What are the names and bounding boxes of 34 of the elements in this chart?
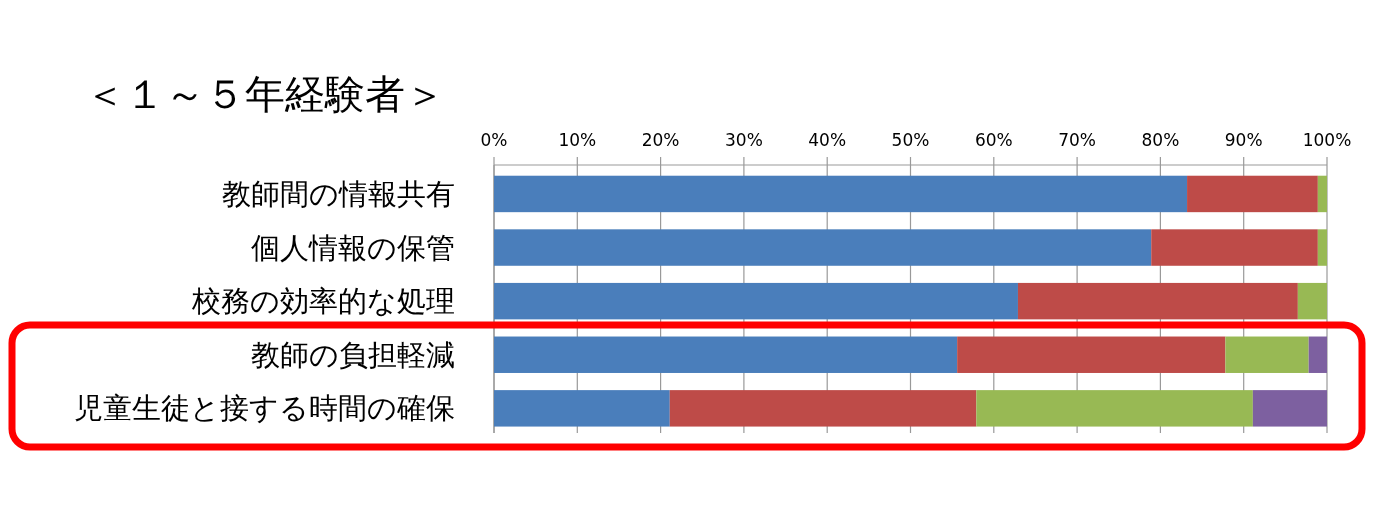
bar: [957, 336, 1226, 373]
x-tick-label: 30%: [725, 130, 763, 150]
bar: [1252, 390, 1327, 427]
bar: [494, 282, 1018, 320]
bar: [1308, 336, 1327, 373]
y-tick-label: 教師の負担軽減: [251, 337, 455, 372]
bar: [494, 229, 1152, 266]
bar: [1187, 175, 1318, 213]
bar: [1317, 229, 1327, 266]
y-tick-label: 教師間の情報共有: [222, 176, 455, 211]
bar: [1017, 282, 1298, 320]
x-tick-label: 100%: [1302, 130, 1352, 150]
bar: [494, 336, 958, 373]
y-tick-label: 校務の効率的な処理: [191, 284, 455, 319]
x-tick-label: 0%: [480, 130, 508, 150]
bar: [1225, 336, 1309, 373]
bar: [669, 390, 977, 427]
x-tick-label: 40%: [808, 130, 847, 150]
x-tick-label: 90%: [1224, 130, 1263, 150]
y-tick-label: 児童生徒と接する時間の確保: [74, 391, 455, 426]
x-tick-label: 50%: [891, 130, 930, 150]
y-tick-label: 個人情報の保管: [251, 230, 455, 265]
bar: [494, 175, 1188, 213]
bar: [976, 390, 1253, 427]
x-tick-label: 20%: [641, 130, 680, 150]
x-tick-label: 80%: [1141, 130, 1180, 150]
bar: [1151, 229, 1318, 266]
chart-title: ＜１～５年経験者＞: [85, 71, 445, 117]
x-tick-label: 60%: [974, 130, 1013, 150]
bar: [1317, 175, 1327, 213]
x-tick-label: 70%: [1058, 130, 1096, 150]
bar: [1297, 282, 1327, 320]
bar: [494, 390, 670, 427]
x-tick-label: 10%: [558, 130, 597, 150]
